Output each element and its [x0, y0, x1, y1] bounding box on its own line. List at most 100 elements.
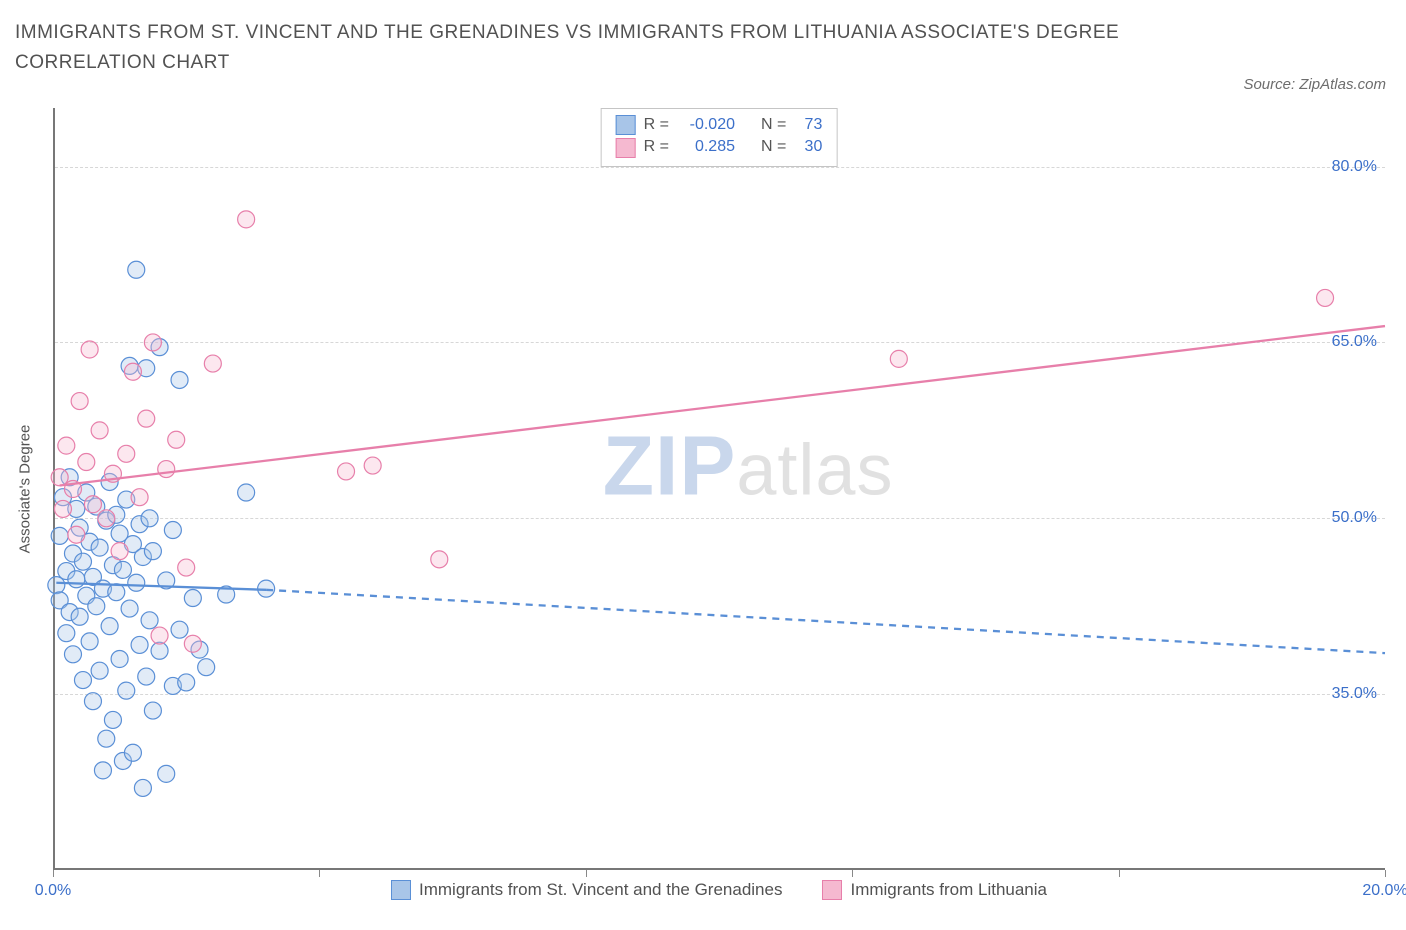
x-tick [1119, 870, 1120, 877]
scatter-point [54, 500, 71, 517]
legend-R-value-2: 0.285 [677, 136, 735, 158]
legend-R-label: R = [644, 114, 669, 136]
scatter-point [158, 765, 175, 782]
scatter-point [144, 334, 161, 351]
scatter-point [84, 693, 101, 710]
scatter-point [171, 621, 188, 638]
scatter-point [88, 598, 105, 615]
scatter-point [104, 711, 121, 728]
y-tick-label: 35.0% [1332, 685, 1377, 703]
scatter-point [184, 590, 201, 607]
legend-swatch-series2-b [822, 880, 842, 900]
legend-R-label-2: R = [644, 136, 669, 158]
legend-R-value-1: -0.020 [677, 114, 735, 136]
scatter-point [111, 650, 128, 667]
scatter-point [168, 431, 185, 448]
y-tick-label: 65.0% [1332, 333, 1377, 351]
legend-N-label-2: N = [761, 136, 786, 158]
scatter-point [68, 526, 85, 543]
scatter-point [94, 762, 111, 779]
series1-name: Immigrants from St. Vincent and the Gren… [419, 880, 782, 900]
scatter-point [98, 730, 115, 747]
x-tick [53, 870, 54, 877]
legend-row-series1: R = -0.020 N = 73 [616, 114, 823, 136]
source-label: Source: ZipAtlas.com [1243, 76, 1386, 93]
scatter-point [184, 635, 201, 652]
scatter-svg [53, 108, 1385, 870]
x-tick [852, 870, 853, 877]
scatter-point [144, 543, 161, 560]
scatter-point [164, 522, 181, 539]
plot-area: Associate's Degree ZIPatlas R = -0.020 N… [53, 108, 1385, 870]
legend-N-value-1: 73 [794, 114, 822, 136]
scatter-point [91, 422, 108, 439]
legend-row-series2: R = 0.285 N = 30 [616, 136, 823, 158]
scatter-point [68, 571, 85, 588]
scatter-point [58, 437, 75, 454]
scatter-point [91, 539, 108, 556]
scatter-point [64, 646, 81, 663]
scatter-point [151, 642, 168, 659]
scatter-point [51, 469, 68, 486]
scatter-point [364, 457, 381, 474]
scatter-point [141, 612, 158, 629]
scatter-point [114, 561, 131, 578]
legend-stats-box: R = -0.020 N = 73 R = 0.285 N = 30 [601, 108, 838, 167]
scatter-point [1317, 289, 1334, 306]
x-tick-label: 0.0% [35, 882, 71, 900]
scatter-point [238, 211, 255, 228]
scatter-point [128, 261, 145, 278]
scatter-point [91, 662, 108, 679]
scatter-point [101, 618, 118, 635]
x-tick [319, 870, 320, 877]
legend-item-series2: Immigrants from Lithuania [822, 880, 1047, 900]
scatter-point [51, 527, 68, 544]
scatter-point [178, 674, 195, 691]
scatter-point [58, 625, 75, 642]
scatter-point [131, 489, 148, 506]
scatter-point [78, 454, 95, 471]
scatter-point [81, 341, 98, 358]
scatter-point [338, 463, 355, 480]
scatter-point [431, 551, 448, 568]
scatter-point [111, 543, 128, 560]
x-tick [1385, 870, 1386, 877]
legend-series-names: Immigrants from St. Vincent and the Gren… [391, 880, 1047, 900]
scatter-point [108, 584, 125, 601]
legend-swatch-series1 [616, 115, 636, 135]
scatter-point [71, 393, 88, 410]
chart-title: IMMIGRANTS FROM ST. VINCENT AND THE GREN… [15, 18, 1135, 79]
scatter-point [151, 627, 168, 644]
scatter-point [74, 672, 91, 689]
scatter-point [204, 355, 221, 372]
scatter-point [71, 608, 88, 625]
scatter-point [128, 574, 145, 591]
scatter-point [124, 363, 141, 380]
scatter-point [74, 553, 91, 570]
scatter-point [121, 600, 138, 617]
y-axis-title: Associate's Degree [17, 425, 34, 554]
scatter-point [144, 702, 161, 719]
scatter-point [890, 350, 907, 367]
scatter-point [158, 461, 175, 478]
scatter-point [84, 496, 101, 513]
scatter-point [178, 559, 195, 576]
legend-swatch-series1-b [391, 880, 411, 900]
legend-N-value-2: 30 [794, 136, 822, 158]
legend-swatch-series2 [616, 138, 636, 158]
y-tick-label: 80.0% [1332, 158, 1377, 176]
scatter-point [131, 636, 148, 653]
scatter-point [134, 779, 151, 796]
scatter-point [81, 633, 98, 650]
legend-N-label: N = [761, 114, 786, 136]
trend-line [266, 590, 1385, 653]
series2-name: Immigrants from Lithuania [850, 880, 1047, 900]
trend-line [60, 326, 1385, 485]
scatter-point [171, 371, 188, 388]
scatter-point [98, 510, 115, 527]
scatter-point [198, 659, 215, 676]
legend-item-series1: Immigrants from St. Vincent and the Gren… [391, 880, 782, 900]
scatter-point [141, 510, 158, 527]
y-tick-label: 50.0% [1332, 509, 1377, 527]
scatter-point [138, 410, 155, 427]
